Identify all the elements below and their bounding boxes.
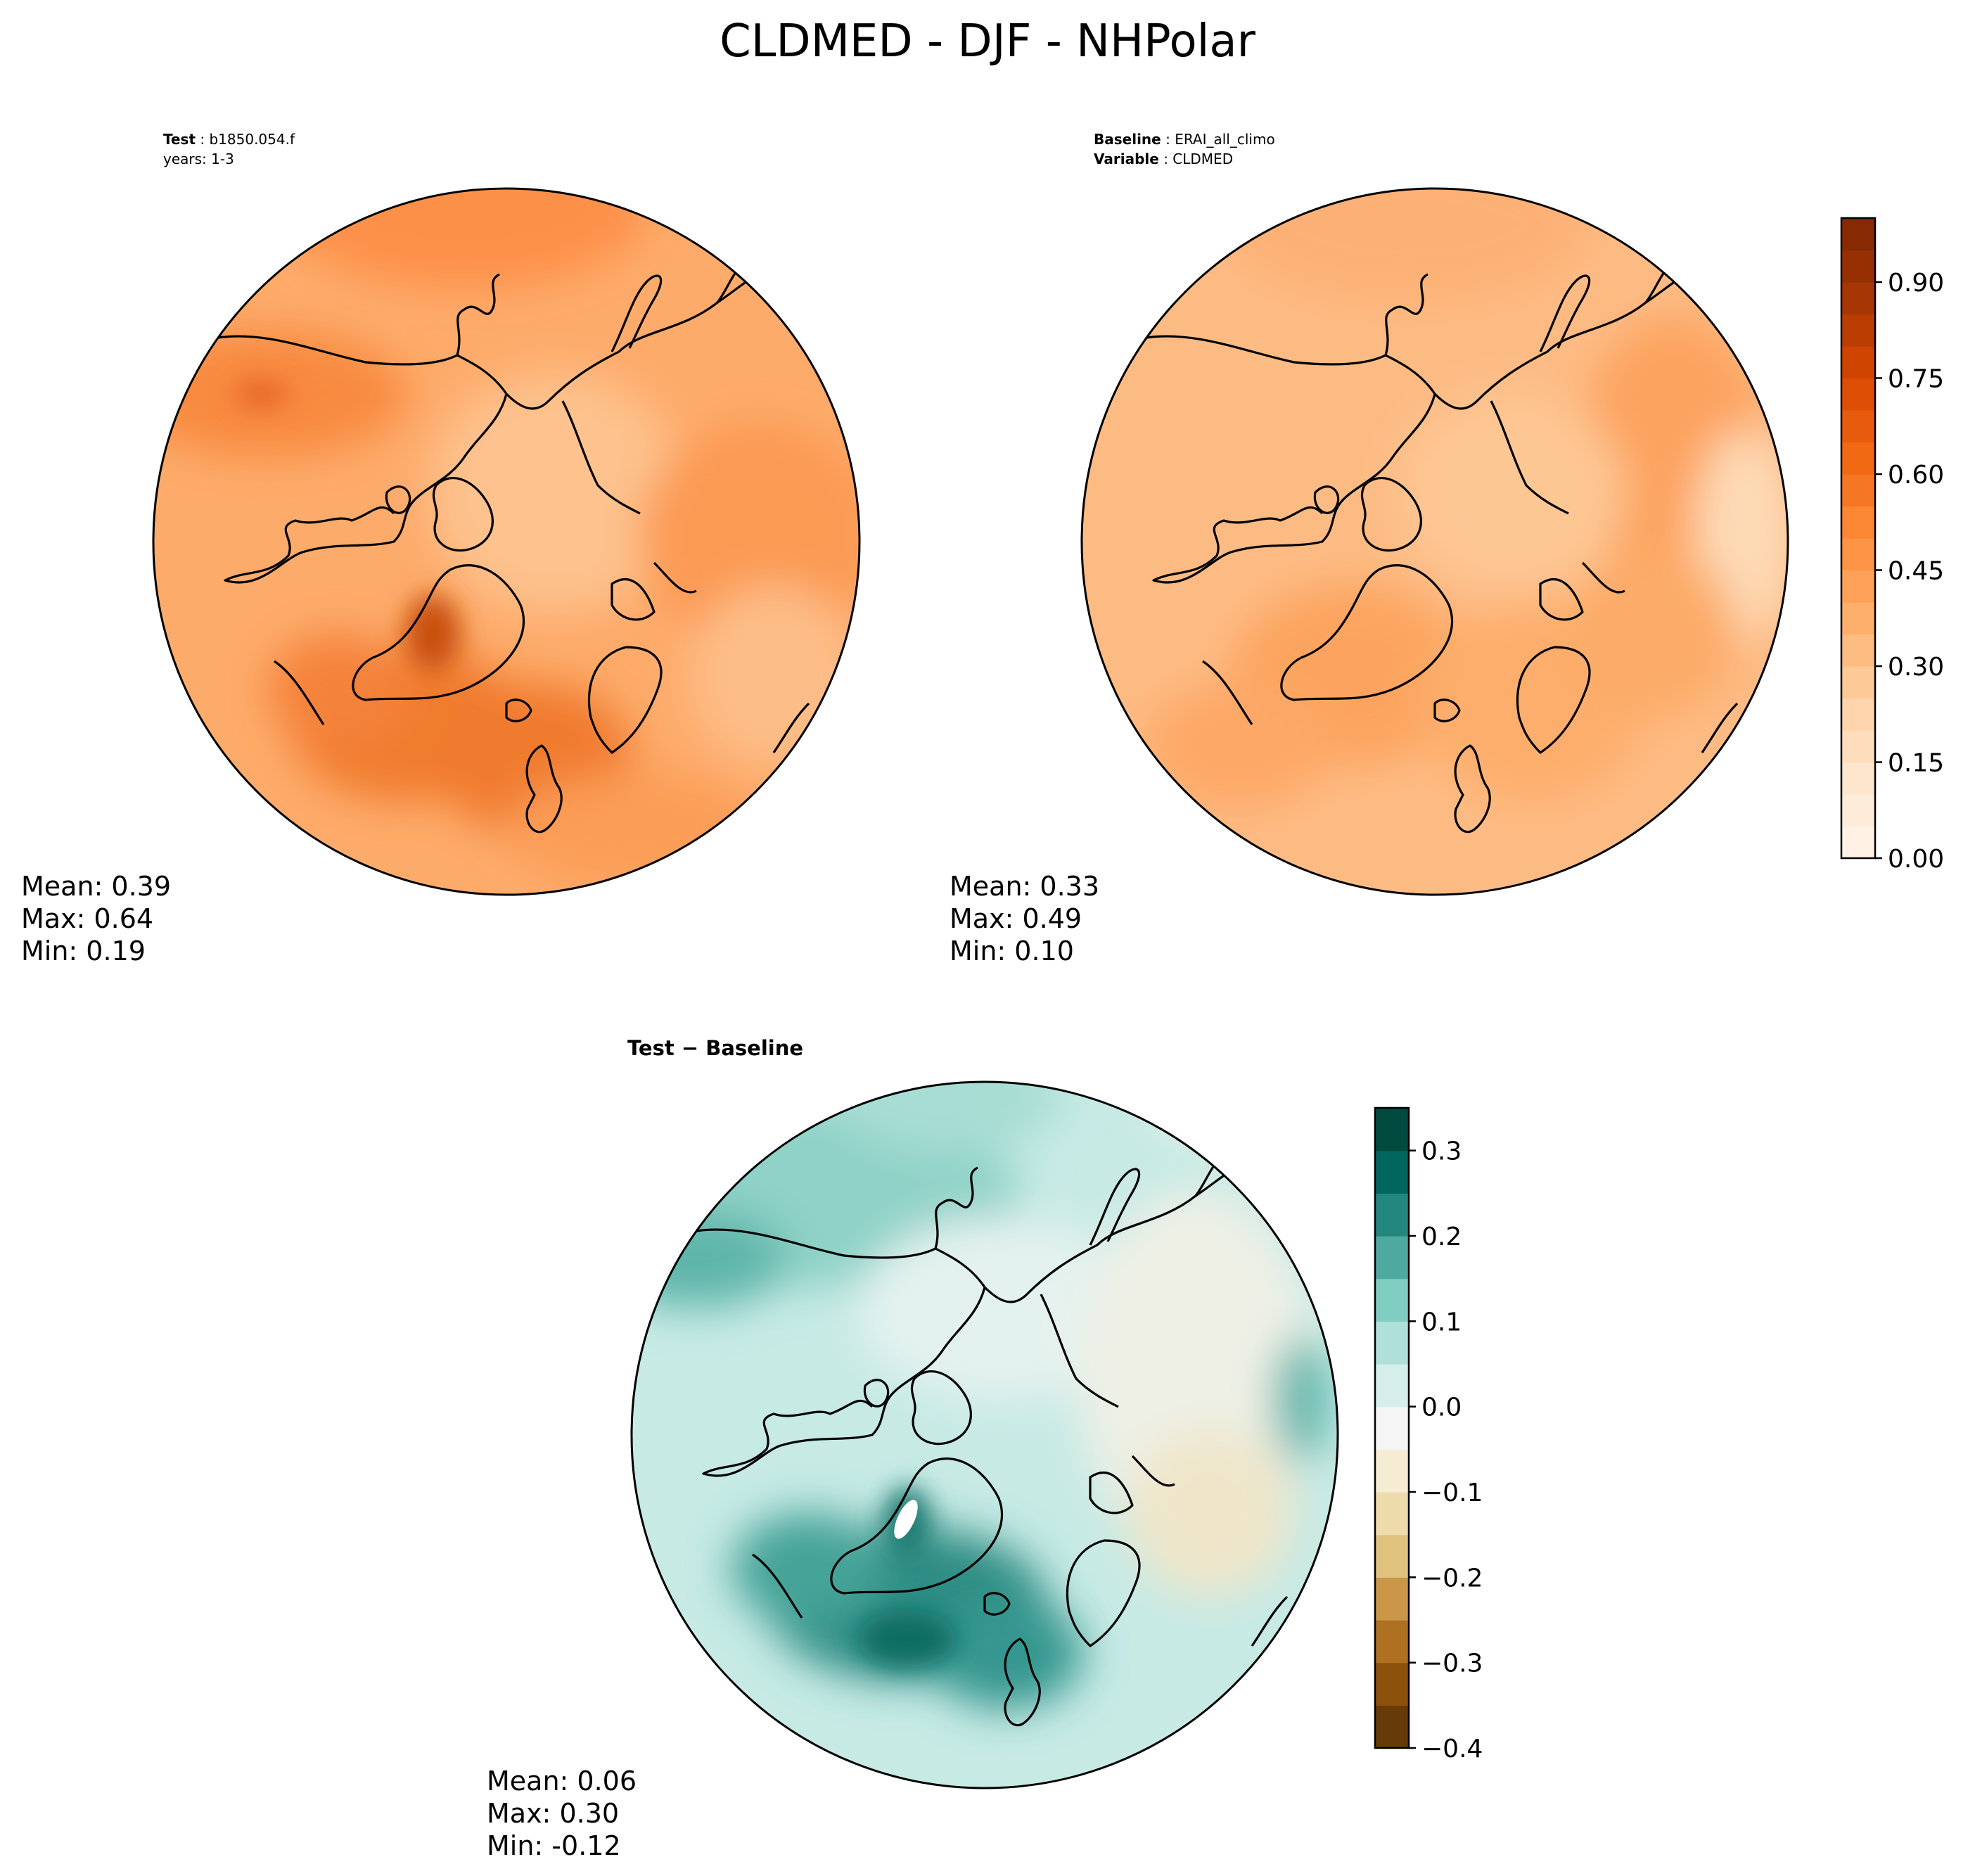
- test-stat-min: Min: 0.19: [21, 936, 146, 966]
- difference-stat-mean: Mean: 0.06: [487, 1766, 637, 1797]
- colorbar-main-band: [1841, 346, 1875, 379]
- colorbar-main-band: [1841, 506, 1875, 539]
- colorbar-difference-tick-label: 0.1: [1421, 1308, 1462, 1336]
- difference-stat-max: Max: 0.30: [487, 1798, 619, 1829]
- baseline-header-line2: Variable : CLDMED: [1094, 151, 1233, 167]
- colorbar-difference-band: [1375, 1705, 1409, 1749]
- colorbar-main-band: [1841, 762, 1875, 795]
- colorbar-main: 0.00 0.15 0.30 0.45 0.60 0.75 0.90: [1840, 217, 1944, 874]
- colorbar-difference-band: [1375, 1662, 1409, 1706]
- colorbar-main-band: [1841, 442, 1875, 475]
- difference-header: Test − Baseline: [627, 1036, 803, 1060]
- colorbar-difference-band: [1375, 1108, 1409, 1151]
- colorbar-difference-band: [1375, 1321, 1409, 1365]
- colorbar-main-tick-label: 0.90: [1888, 269, 1944, 298]
- colorbar-difference-outline: [1374, 1106, 1410, 1749]
- colorbar-main-band: [1841, 410, 1875, 443]
- colorbar-main-tick-label: 0.00: [1888, 845, 1944, 874]
- difference-stat-min: Min: -0.12: [487, 1830, 621, 1861]
- baseline-map: [1082, 189, 1788, 895]
- baseline-stat-mean: Mean: 0.33: [950, 871, 1099, 902]
- colorbar-main-band: [1841, 698, 1875, 731]
- colorbar-main-band: [1841, 666, 1875, 699]
- colorbar-main-tick-label: 0.75: [1888, 365, 1944, 394]
- panel-baseline: Baseline : ERAI_all_climo Variable : CLD…: [950, 131, 1789, 966]
- baseline-stat-min: Min: 0.10: [950, 936, 1074, 966]
- colorbar-difference-band: [1375, 1364, 1409, 1408]
- test-map: [153, 189, 859, 895]
- colorbar-main-band: [1841, 282, 1875, 315]
- colorbar-main-band: [1841, 794, 1875, 827]
- colorbar-main-band: [1841, 314, 1875, 347]
- colorbar-difference-tick-label: −0.4: [1421, 1735, 1483, 1763]
- colorbar-main-band: [1841, 474, 1875, 507]
- colorbar-main-band: [1841, 218, 1875, 251]
- colorbar-difference-tick-label: 0.3: [1421, 1137, 1462, 1166]
- colorbar-difference-band: [1375, 1193, 1409, 1237]
- test-stat-mean: Mean: 0.39: [21, 871, 171, 902]
- test-header-line2: years: 1-3: [163, 151, 234, 167]
- colorbar-difference-tick-label: −0.3: [1421, 1650, 1483, 1678]
- colorbar-main-band: [1841, 378, 1875, 411]
- colorbar-difference-band: [1375, 1236, 1409, 1280]
- colorbar-difference-tick-label: −0.2: [1421, 1564, 1483, 1593]
- colorbar-difference: −0.4 −0.3 −0.2 −0.1 0.0 0.1 0.2 0.3: [1374, 1106, 1483, 1763]
- colorbar-difference-band: [1375, 1278, 1409, 1322]
- baseline-header-line1: Baseline : ERAI_all_climo: [1094, 131, 1275, 148]
- colorbar-difference-band: [1375, 1492, 1409, 1536]
- colorbar-main-tick-label: 0.60: [1888, 461, 1944, 490]
- colorbar-main-band: [1841, 634, 1875, 667]
- colorbar-main-band: [1841, 538, 1875, 571]
- difference-map: [632, 1082, 1338, 1788]
- colorbar-difference-band: [1375, 1449, 1409, 1493]
- colorbar-main-band: [1841, 730, 1875, 763]
- test-stat-max: Max: 0.64: [21, 903, 153, 934]
- colorbar-difference-tick-label: 0.2: [1421, 1223, 1462, 1251]
- test-header-line1: Test : b1850.054.f: [163, 131, 295, 148]
- colorbar-difference-tick-label: −0.1: [1421, 1479, 1483, 1507]
- colorbar-difference-band: [1375, 1406, 1409, 1450]
- colorbar-main-band: [1841, 602, 1875, 635]
- colorbar-difference-band: [1375, 1577, 1409, 1621]
- colorbar-difference-tick-label: 0.0: [1421, 1393, 1462, 1422]
- colorbar-difference-band: [1375, 1620, 1409, 1664]
- colorbar-main-tick-label: 0.45: [1888, 557, 1944, 586]
- colorbar-main-band: [1841, 570, 1875, 603]
- panel-difference: Test − Baseline: [487, 1036, 1339, 1861]
- colorbar-main-tick-label: 0.15: [1888, 749, 1944, 778]
- colorbar-difference-band: [1375, 1150, 1409, 1194]
- figure-title: CLDMED - DJF - NHPolar: [720, 15, 1256, 68]
- colorbar-main-band: [1841, 826, 1875, 859]
- panel-test: Test : b1850.054.f years: 1-3: [21, 131, 861, 966]
- colorbar-main-band: [1841, 250, 1875, 283]
- colorbar-main-tick-label: 0.30: [1888, 653, 1944, 682]
- baseline-stat-max: Max: 0.49: [950, 903, 1082, 934]
- colorbar-difference-band: [1375, 1534, 1409, 1578]
- colorbar-main-outline: [1840, 217, 1877, 860]
